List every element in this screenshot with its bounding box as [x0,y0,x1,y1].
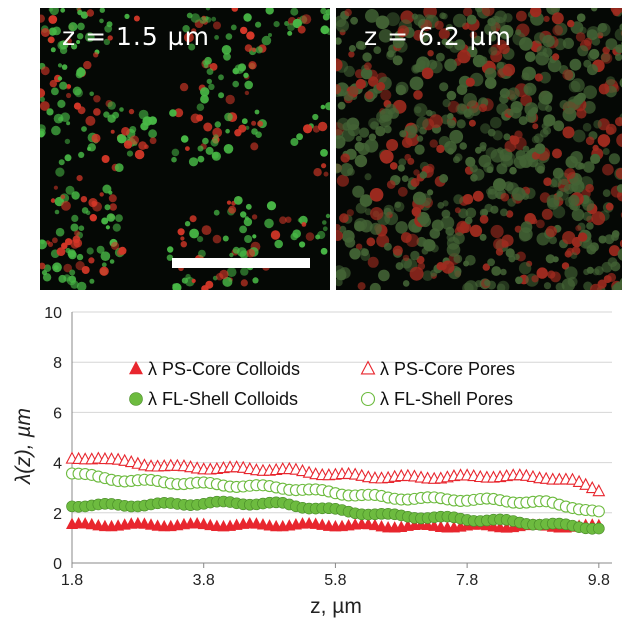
y-tick-label: 4 [53,456,62,473]
legend-marker [129,392,143,406]
axes: 0 2 4 6 8 10 1.8 3.8 5.8 7.8 9.8 [44,305,612,589]
data-marks [65,451,606,535]
x-tick-label: 9.8 [588,572,610,589]
y-tick-label: 2 [53,506,62,523]
confocal-image-left: z = 1.5 µm [40,8,330,290]
y-tick-label: 8 [53,355,62,372]
x-tick-label: 1.8 [61,572,83,589]
data-point [566,472,579,485]
micrograph-texture-right [336,8,622,290]
micrograph-texture-left [40,8,330,290]
series-1 [65,451,606,497]
lambda-vs-z-chart: 0 2 4 6 8 10 1.8 3.8 5.8 7.8 9.8 λ PS-Core Colloid… [12,305,612,618]
legend-marker [129,360,143,375]
depth-label-right: z = 6.2 µm [364,22,512,51]
x-tick-label: 3.8 [193,572,215,589]
data-point [368,518,381,531]
legend-label: λ PS-Core Pores [380,359,515,379]
y-axis-label: λ(z), µm [12,408,35,485]
data-point [593,522,605,535]
legend-label: λ FL-Shell Pores [380,389,513,409]
y-tick-label: 10 [44,305,62,322]
data-point [592,505,605,518]
y-tick-label: 0 [53,556,62,573]
data-point [579,477,593,490]
x-axis-label: z, µm [310,595,362,618]
x-tick-label: 5.8 [324,572,346,589]
series-2 [66,495,605,535]
scale-bar [172,258,310,268]
data-point [592,484,606,497]
x-tick-label: 7.8 [456,572,478,589]
legend: λ PS-Core Colloids λ PS-Core Pores λ FL-Sh… [129,359,515,409]
legend-label: λ FL-Shell Colloids [148,389,298,409]
confocal-image-right: z = 6.2 µm [336,8,622,290]
y-tick-label: 6 [53,405,62,422]
data-point [572,474,586,487]
legend-marker [360,391,376,407]
legend-label: λ PS-Core Colloids [148,359,300,379]
data-point [585,480,599,494]
series-3 [65,467,605,518]
legend-marker [360,360,376,375]
depth-label-left: z = 1.5 µm [62,22,210,51]
